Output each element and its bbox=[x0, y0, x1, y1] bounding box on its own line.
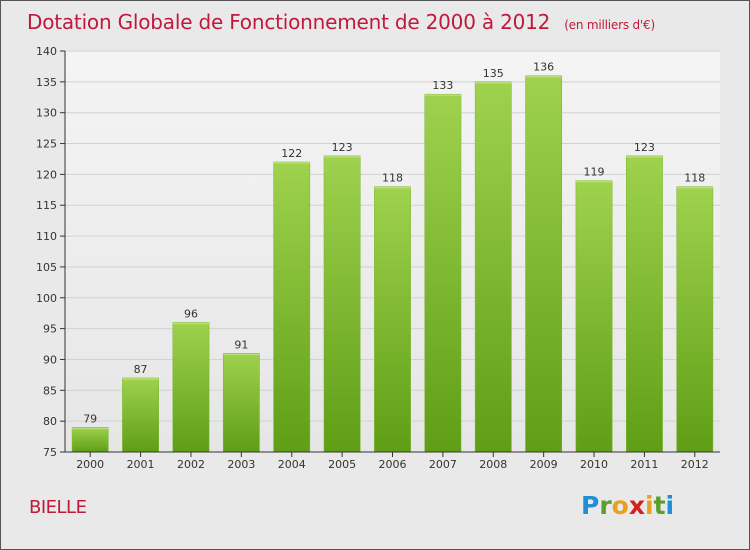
bar-2006 bbox=[374, 186, 411, 453]
bar-2011 bbox=[626, 155, 663, 453]
y-tick-label: 130 bbox=[36, 107, 57, 120]
x-tick-label: 2004 bbox=[278, 458, 306, 471]
y-tick-label: 125 bbox=[36, 138, 57, 151]
x-tick-label: 2006 bbox=[379, 458, 407, 471]
bar-value-label: 96 bbox=[184, 307, 198, 320]
bar-2009 bbox=[525, 75, 563, 453]
bar-value-label: 79 bbox=[83, 412, 97, 425]
bar-2007 bbox=[424, 93, 462, 453]
bar-value-label: 118 bbox=[684, 172, 705, 185]
bar-2000 bbox=[71, 427, 109, 453]
x-tick-label: 2005 bbox=[328, 458, 356, 471]
bar-value-label: 123 bbox=[634, 141, 655, 154]
x-tick-label: 2007 bbox=[429, 458, 457, 471]
axes: 75 80 85 90 95 100 105 110 115 120 125 130 135 140 200… bbox=[36, 45, 720, 471]
logo-letter: i bbox=[645, 491, 654, 520]
bar-2004 bbox=[273, 161, 311, 453]
bar-2002 bbox=[172, 322, 210, 453]
bar-value-label: 119 bbox=[584, 166, 605, 179]
bar-value-label: 91 bbox=[234, 338, 248, 351]
logo-letter: o bbox=[611, 491, 629, 520]
bar-value-label: 87 bbox=[134, 363, 148, 376]
x-tick-label: 2010 bbox=[580, 458, 608, 471]
chart-subtitle: (en milliers d'€) bbox=[564, 18, 655, 32]
bar-value-label: 118 bbox=[382, 172, 403, 185]
x-tick-label: 2003 bbox=[227, 458, 255, 471]
y-tick-label: 90 bbox=[43, 353, 57, 366]
logo-letter: P bbox=[581, 491, 600, 520]
commune-name: BIELLE bbox=[29, 497, 87, 518]
logo-letter: r bbox=[599, 491, 612, 520]
bar-2012 bbox=[676, 186, 714, 453]
x-tick-label: 2009 bbox=[530, 458, 558, 471]
chart-title-text: Dotation Globale de Fonctionnement de 20… bbox=[27, 10, 551, 34]
logo-letter: x bbox=[628, 491, 645, 520]
logo-letter: i bbox=[665, 491, 675, 520]
x-tick-label: 2011 bbox=[630, 458, 658, 471]
y-tick-label: 115 bbox=[36, 199, 57, 212]
y-tick-label: 135 bbox=[36, 76, 57, 89]
bar-value-label: 133 bbox=[432, 79, 453, 92]
proxiti-logo: Proxiti bbox=[581, 491, 674, 520]
bar-2003 bbox=[222, 353, 260, 453]
y-tick-label: 80 bbox=[43, 415, 57, 428]
bar-value-label: 122 bbox=[281, 147, 302, 160]
x-tick-label: 2008 bbox=[479, 458, 507, 471]
bar-2010 bbox=[575, 180, 613, 453]
y-tick-label: 85 bbox=[43, 384, 57, 397]
y-tick-label: 105 bbox=[36, 261, 57, 274]
y-tick-label: 75 bbox=[43, 446, 57, 459]
bar-2001 bbox=[122, 377, 159, 453]
bars: 79 87 96 91 122 123 118 133 135 136 119 123 118 bbox=[71, 61, 714, 453]
y-tick-label: 140 bbox=[36, 45, 57, 58]
x-tick-label: 2001 bbox=[127, 458, 155, 471]
chart-title: Dotation Globale de Fonctionnement de 20… bbox=[27, 10, 655, 34]
bar-value-label: 136 bbox=[533, 61, 554, 74]
x-tick-label: 2000 bbox=[76, 458, 104, 471]
y-tick-label: 110 bbox=[36, 230, 57, 243]
x-tick-label: 2012 bbox=[681, 458, 709, 471]
y-tick-label: 120 bbox=[36, 168, 57, 181]
y-tick-label: 95 bbox=[43, 323, 57, 336]
bar-value-label: 135 bbox=[483, 67, 504, 80]
x-tick-label: 2002 bbox=[177, 458, 205, 471]
y-tick-label: 100 bbox=[36, 292, 57, 305]
bar-2008 bbox=[474, 81, 512, 453]
logo-letter: t bbox=[653, 491, 666, 520]
bar-2005 bbox=[323, 155, 361, 453]
bar-value-label: 123 bbox=[332, 141, 353, 154]
